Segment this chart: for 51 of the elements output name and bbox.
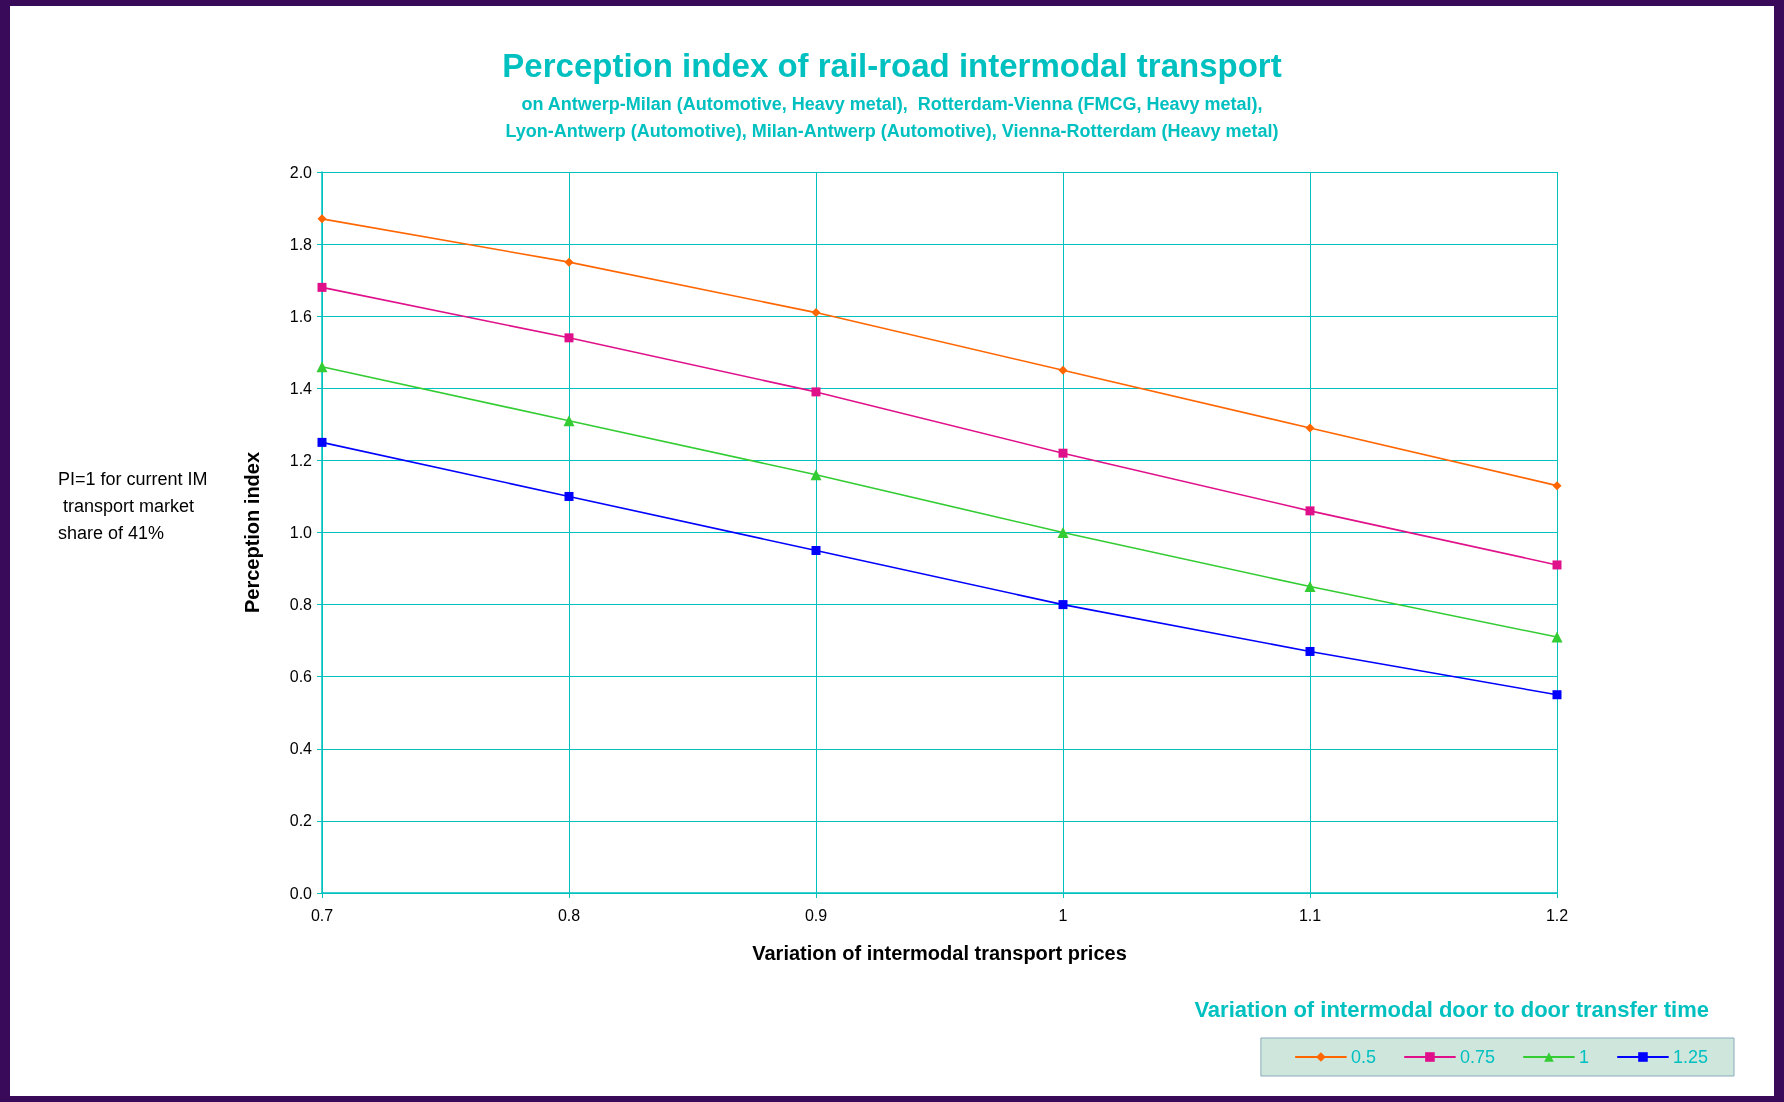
point	[811, 387, 821, 397]
point	[317, 282, 327, 292]
point	[1552, 481, 1562, 491]
x-tick-label: 1.1	[1298, 906, 1322, 924]
y-tick-label: 0.4	[289, 740, 313, 758]
point	[1058, 600, 1068, 610]
text: PI=1 for current IM transport market share of 41%	[58, 468, 208, 543]
point	[1057, 527, 1069, 538]
legend-label: 1	[1578, 1047, 1589, 1067]
point	[1552, 560, 1562, 570]
point	[563, 415, 575, 427]
legend-title: Variation of intermodal door to door transfer time	[1194, 996, 1709, 1022]
x-tick-label: 0.9	[804, 906, 828, 924]
x-axis-title: Variation of intermodal transport prices	[752, 942, 1127, 964]
point	[1551, 631, 1563, 643]
chart-subtitle: on Antwerp-Milan (Automotive, Heavy metal), Rotterdam-Vienna (FMCG, Heavy metal), Lyon-Antwerp (Automotive), Milan-Antwerp (Automotive), Vienna-Rotterdam (Heavy metal)	[505, 93, 1279, 141]
y-tick-label: 0.6	[289, 668, 313, 686]
y-axis-title: Perception index	[241, 451, 263, 614]
legend-label: 0.75	[1459, 1047, 1495, 1067]
point	[1304, 581, 1316, 593]
x-tick-label: 0.7	[310, 906, 334, 924]
point	[810, 469, 822, 481]
y-tick-label: 1.2	[289, 451, 313, 469]
legend-label: 1.25	[1672, 1047, 1709, 1067]
point	[1552, 690, 1562, 700]
point	[317, 437, 327, 447]
y-tick-label: 2.0	[289, 163, 313, 181]
point	[1305, 423, 1315, 433]
x-tick-label: 0.8	[557, 906, 581, 924]
chart-title: Perception index of rail-road intermodal transport	[502, 47, 1282, 84]
x-tick-label: 1.2	[1545, 906, 1569, 924]
point	[1058, 365, 1068, 375]
point	[316, 361, 328, 373]
point	[564, 257, 574, 267]
y-tick-label: 1.8	[289, 235, 313, 253]
y-tick-label: 0.0	[289, 884, 313, 902]
x-tick-label: 1	[1058, 906, 1068, 924]
point	[1305, 646, 1315, 656]
y-tick-label: 0.2	[289, 812, 313, 830]
point	[564, 333, 574, 343]
point	[1058, 448, 1068, 458]
y-tick-label: 1.4	[289, 379, 313, 397]
y-tick-label: 1.0	[289, 524, 313, 541]
point	[564, 491, 574, 501]
legend-label: 0.5	[1350, 1047, 1376, 1067]
y-tick-label: 0.8	[289, 596, 313, 614]
point	[811, 546, 821, 556]
y-tick-label: 1.6	[289, 307, 313, 325]
point	[811, 308, 821, 318]
point	[1305, 506, 1315, 516]
point	[317, 214, 327, 224]
